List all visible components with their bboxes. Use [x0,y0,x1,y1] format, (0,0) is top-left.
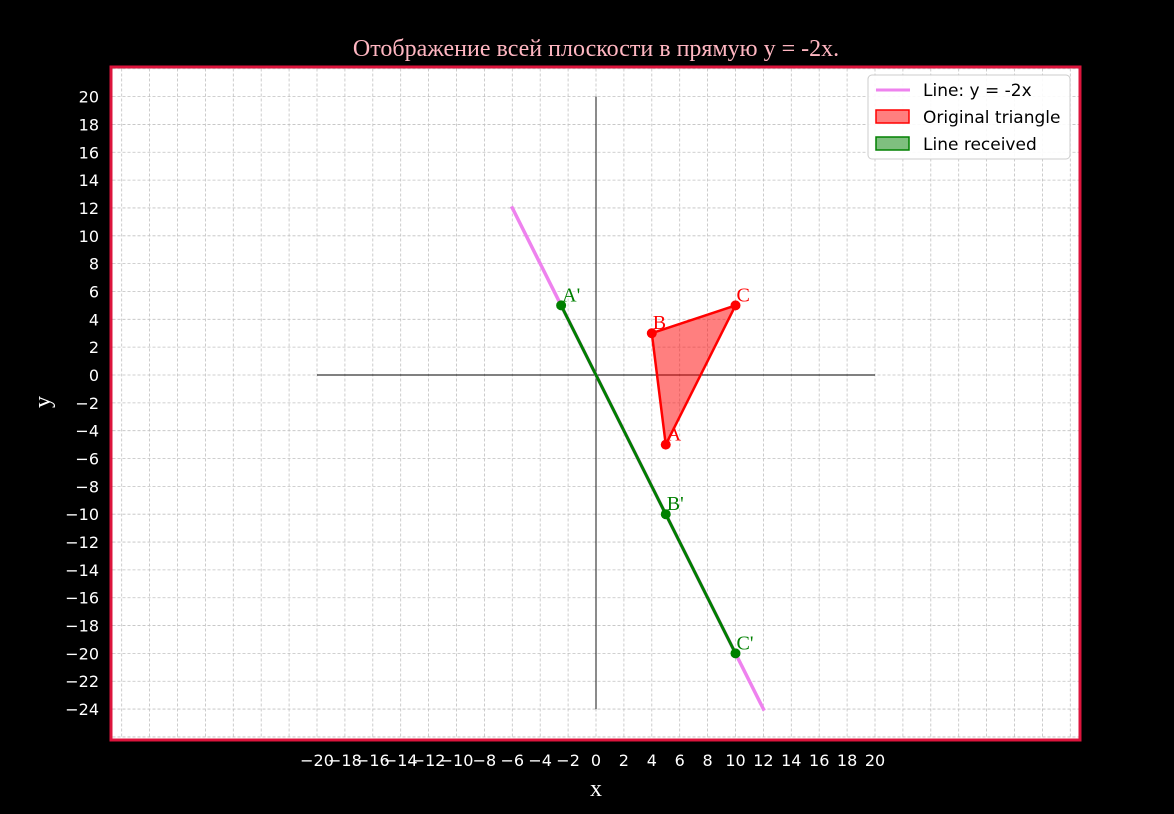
x-tick-label: −18 [328,751,362,770]
x-tick-label: −20 [300,751,334,770]
triangle-point-label: B [653,312,666,334]
received-point-label: B' [667,493,684,515]
y-tick-label: −16 [65,589,99,608]
x-tick-label: 10 [725,751,745,770]
received-point [730,648,741,659]
legend-box [867,74,1071,160]
x-tick-label: 16 [809,751,829,770]
y-tick-label: −20 [65,644,99,663]
y-tick-label: −8 [75,477,99,496]
y-tick-label: 0 [89,366,99,385]
y-tick-label: −2 [75,394,99,413]
legend: Line: y = -2x Original triangle Line recei… [867,74,1071,160]
x-tick-label: −12 [412,751,446,770]
y-tick-label: 14 [79,171,99,190]
x-tick-label: −16 [356,751,390,770]
series-layer: A B C A' B' C' [509,205,766,712]
y-tick-label: −22 [65,672,99,691]
x-tick-label: −2 [556,751,580,770]
y-tick-label: −4 [75,422,99,441]
plot-area [109,65,1082,742]
x-tick-label: 12 [753,751,773,770]
received-point [556,300,567,311]
y-tick-label: −6 [75,450,99,469]
y-tick-label: 6 [89,282,99,301]
y-tick-label: 4 [89,310,99,329]
y-tick-label: 18 [79,115,99,134]
legend-swatch-patch [875,136,910,151]
y-tick-labels: 20181614121086420−2−4−6−8−10−12−14−16−18… [65,88,99,719]
y-tick-label: 16 [79,143,99,162]
y-tick-label: −14 [65,561,99,580]
x-tick-label: 18 [837,751,857,770]
y-tick-label: 10 [79,227,99,246]
x-tick-label: 0 [591,751,601,770]
triangle-point [660,439,671,450]
y-tick-label: −10 [65,505,99,524]
x-tick-label: −14 [384,751,418,770]
x-tick-labels: −20−18−16−14−12−10 −8 −6 −4 −2 0 2 4 6 8 10 12 14 16 1… [300,751,885,770]
x-tick-label: 6 [675,751,685,770]
triangle-point-label: A [667,424,682,446]
chart-title: Отображение всей плоскости в прямую y = … [353,36,839,62]
x-tick-label: 14 [781,751,801,770]
y-tick-label: −24 [65,700,99,719]
x-tick-label: −6 [501,751,525,770]
y-tick-label: −18 [65,617,99,636]
x-tick-label: 20 [865,751,885,770]
received-point-label: C' [737,632,754,654]
x-tick-label: 8 [703,751,713,770]
triangle-point [646,328,657,339]
x-tick-label: −10 [440,751,474,770]
legend-entry-label: Original triangle [923,108,1060,128]
y-axis-label: y [30,396,56,408]
y-tick-label: 20 [79,88,99,107]
legend-swatch-patch [875,109,910,124]
x-axis-label: x [590,776,602,802]
y-tick-label: −12 [65,533,99,552]
x-tick-label: −8 [473,751,497,770]
triangle-point [730,300,741,311]
original-triangle [650,304,737,446]
x-tick-label: −4 [528,751,552,770]
received-point-label: A' [562,284,580,306]
y-tick-label: 12 [79,199,99,218]
y-tick-label: 8 [89,255,99,274]
y-tick-label: 2 [89,338,99,357]
x-tick-label: 2 [619,751,629,770]
legend-entry-label: Line received [923,135,1037,155]
legend-entry-label: Line: y = -2x [923,81,1032,101]
received-point [660,509,671,520]
x-tick-label: 4 [647,751,657,770]
triangle-point-label: C [737,284,750,306]
